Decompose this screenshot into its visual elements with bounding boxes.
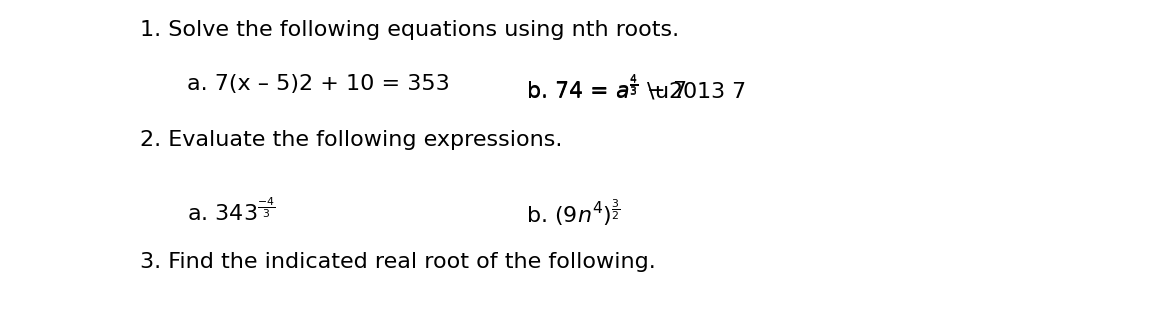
Text: a. 7(x – 5)2 + 10 = 353: a. 7(x – 5)2 + 10 = 353 <box>187 74 450 94</box>
Text: b. 74 = $a^{\frac{4}{3}}$ \u2013 7: b. 74 = $a^{\frac{4}{3}}$ \u2013 7 <box>526 74 745 103</box>
Text: a. $343^{\frac{-4}{3}}$: a. $343^{\frac{-4}{3}}$ <box>187 198 276 225</box>
Text: b. 74 = $a^{\frac{4}{3}}$ $-$ 7: b. 74 = $a^{\frac{4}{3}}$ $-$ 7 <box>526 74 686 102</box>
Text: 1. Solve the following equations using nth roots.: 1. Solve the following equations using n… <box>140 20 680 40</box>
Text: b. $n$ = 2, $a$ = $-$25: b. $n$ = 2, $a$ = $-$25 <box>619 307 816 309</box>
Text: 3. Find the indicated real root of the following.: 3. Find the indicated real root of the f… <box>140 252 656 272</box>
Text: b. $(9n^4)^{\frac{3}{2}}$: b. $(9n^4)^{\frac{3}{2}}$ <box>526 198 620 228</box>
Text: 2. Evaluate the following expressions.: 2. Evaluate the following expressions. <box>140 130 563 150</box>
Text: a. $n$ = 3, $a$ = $-$125: a. $n$ = 3, $a$ = $-$125 <box>187 307 397 309</box>
